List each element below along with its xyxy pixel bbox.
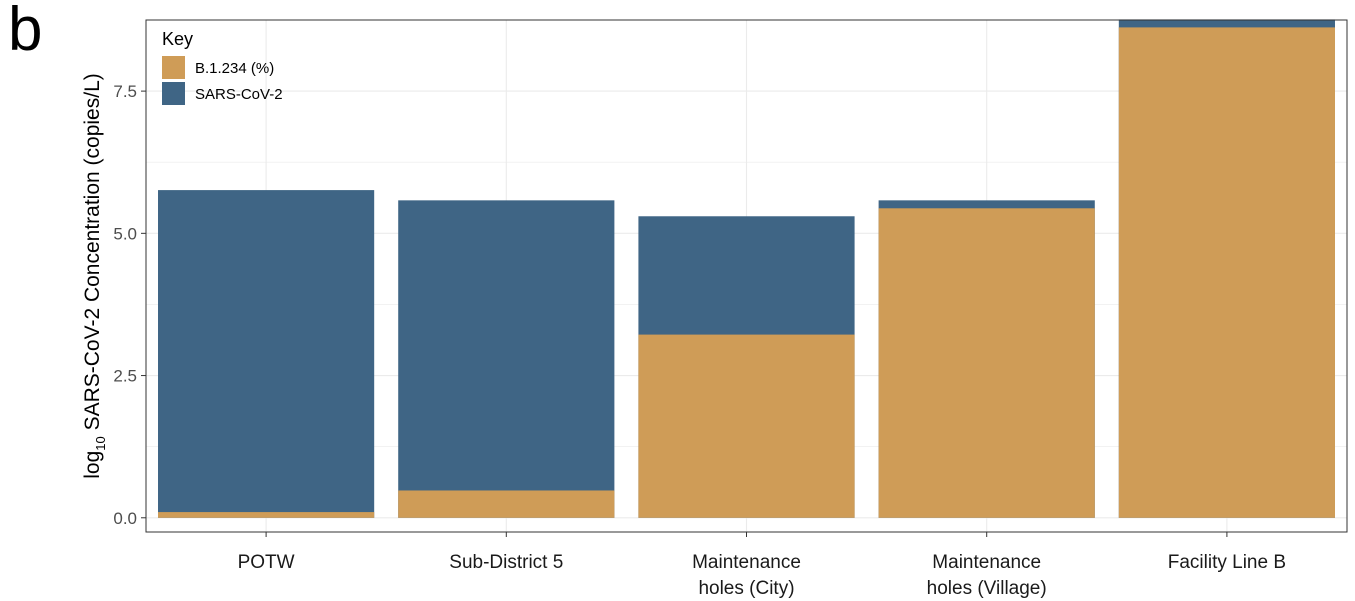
legend-swatch — [162, 82, 185, 105]
bar-b-1-234 — [638, 334, 855, 518]
bar-sars-cov-2 — [398, 200, 615, 518]
bars — [158, 19, 1335, 518]
bar-b-1-234 — [398, 490, 615, 518]
x-axis: POTW Sub-District 5 Maintenance holes (City… — [238, 532, 1286, 599]
x-tick-label: Maintenance holes (City) — [692, 552, 801, 599]
y-tick-label: 2.5 — [113, 367, 137, 386]
panel-letter: b — [8, 0, 43, 64]
y-axis-title: log10 SARS-CoV-2 Concentration (copies/L… — [81, 73, 108, 479]
y-tick-label: 0.0 — [113, 509, 137, 528]
y-tick-label: 7.5 — [113, 82, 137, 101]
y-axis: 0.0 2.5 5.0 7.5 — [113, 82, 146, 528]
legend-swatch — [162, 56, 185, 79]
y-tick-label: 5.0 — [113, 224, 137, 243]
bar-b-1-234 — [1118, 27, 1335, 518]
bar-sars-cov-2 — [158, 190, 375, 518]
bar-b-1-234 — [158, 512, 375, 518]
bar-b-1-234 — [878, 208, 1095, 518]
x-tick-label: Maintenance holes (Village) — [927, 552, 1047, 599]
legend-label: B.1.234 (%) — [195, 60, 274, 77]
legend-label: SARS-CoV-2 — [195, 86, 283, 103]
x-tick-label: POTW — [238, 552, 295, 573]
x-tick-label: Facility Line B — [1168, 552, 1286, 573]
legend-title: Key — [162, 29, 193, 49]
x-tick-label: Sub-District 5 — [449, 552, 563, 573]
